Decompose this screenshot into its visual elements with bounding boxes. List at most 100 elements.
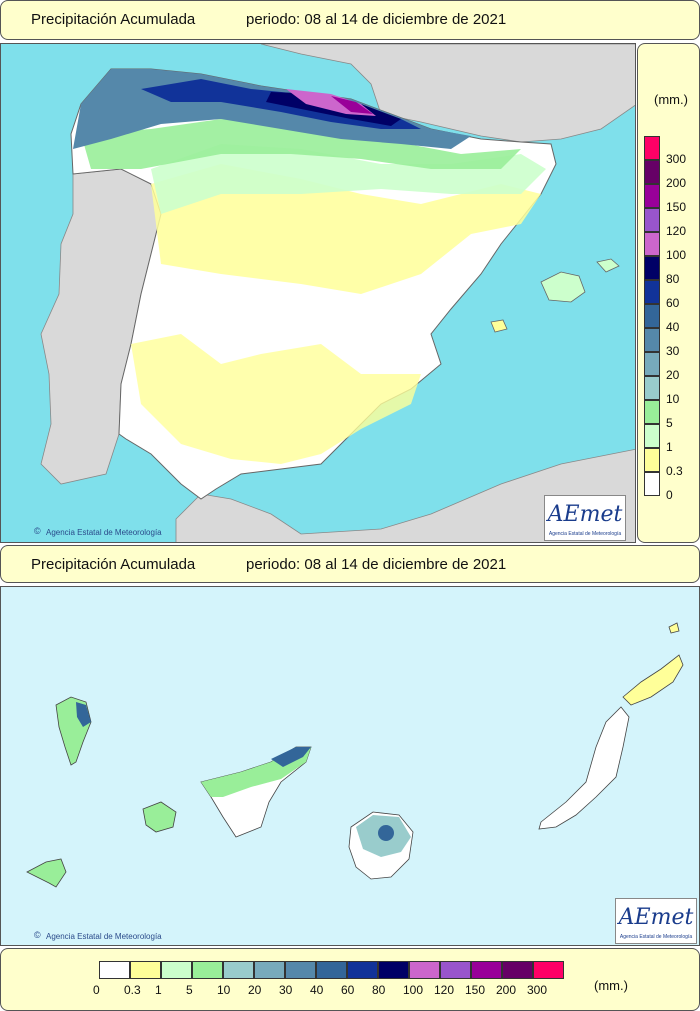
vertical-legend-label: 20 (666, 368, 680, 382)
vertical-legend-swatch (644, 472, 660, 496)
horizontal-legend-label: 120 (434, 983, 455, 997)
vertical-legend-swatch (644, 376, 660, 400)
vertical-legend-swatch (644, 352, 660, 376)
vertical-legend-swatch (644, 256, 660, 280)
bottom-map-title: Precipitación Acumulada (31, 556, 196, 573)
canarias-map: © Agencia Estatal de Meteorología AEmet … (0, 586, 700, 946)
vertical-legend-label: 60 (666, 296, 680, 310)
vertical-legend-label: 150 (666, 200, 687, 214)
horizontal-legend-label: 40 (310, 983, 324, 997)
rain-zone-0-3mm (151, 164, 541, 294)
peninsula-map-graphic (1, 44, 635, 542)
horizontal-legend-swatch (192, 961, 223, 979)
vertical-legend-swatch (644, 232, 660, 256)
horizontal-legend-swatch (440, 961, 471, 979)
horizontal-legend-label: 200 (496, 983, 517, 997)
horizontal-legend-label: 60 (341, 983, 355, 997)
vertical-legend-swatch (644, 304, 660, 328)
vertical-legend-label: 0 (666, 488, 673, 502)
horizontal-legend-label: 300 (527, 983, 548, 997)
la-palma-rain-high (76, 702, 91, 727)
horizontal-legend-label: 150 (465, 983, 486, 997)
horizontal-legend-swatch (161, 961, 192, 979)
vertical-legend-panel: (mm.) 300 200 150 120 100 80 60 40 30 20 10 5 1 0.3 0 (637, 43, 700, 543)
horizontal-legend-swatch (533, 961, 564, 979)
rain-zone-5mm (81, 119, 521, 169)
horizontal-legend-swatch (409, 961, 440, 979)
horizontal-legend-swatch (378, 961, 409, 979)
vertical-legend-label: 40 (666, 320, 680, 334)
menorca-island (596, 258, 620, 273)
la-graciosa-island (668, 622, 680, 634)
vertical-legend-swatch (644, 400, 660, 424)
rain-zone-1mm (151, 144, 546, 214)
horizontal-legend-label: 10 (217, 983, 231, 997)
atlantic-sea (1, 587, 699, 945)
vertical-legend-units: (mm.) (654, 92, 688, 107)
bottom-credit-icon: © (34, 930, 41, 940)
horizontal-legend-label: 5 (186, 983, 193, 997)
top-credit-icon: © (34, 526, 41, 536)
top-logo-sub: Agencia Estatal de Meteorología (548, 531, 622, 537)
vertical-legend-label: 120 (666, 224, 687, 238)
vertical-legend-label: 0.3 (666, 464, 683, 478)
bottom-map-period: periodo: 08 al 14 de diciembre de 2021 (246, 556, 507, 573)
el-hierro-island (26, 858, 67, 888)
horizontal-legend-swatch (502, 961, 533, 979)
ibiza-island (490, 319, 508, 333)
rain-zone-0-3mm-south (131, 334, 421, 464)
top-aemet-logo: AEmet Agencia Estatal de Meteorología (544, 495, 626, 541)
horizontal-legend-swatch (347, 961, 378, 979)
vertical-legend-label: 30 (666, 344, 680, 358)
rain-zone-150mm (331, 96, 373, 114)
peninsula-map: © Agencia Estatal de Meteorología AEmet … (0, 43, 636, 543)
horizontal-legend-swatch (471, 961, 502, 979)
africa-land (175, 448, 635, 542)
horizontal-legend-label: 80 (372, 983, 386, 997)
horizontal-legend-swatch (223, 961, 254, 979)
vertical-legend-swatch (644, 184, 660, 208)
vertical-legend-label: 100 (666, 248, 687, 262)
vertical-legend-label: 300 (666, 152, 687, 166)
horizontal-legend-scale: 0 0.3 1 5 10 20 30 40 60 80 100 120 150 200 300 (86, 959, 576, 1001)
horizontal-legend-panel: 0 0.3 1 5 10 20 30 40 60 80 100 120 150 200 300 (mm.) (0, 948, 700, 1011)
vertical-legend-label: 5 (666, 416, 673, 430)
top-map-title: Precipitación Acumulada (31, 11, 196, 28)
bottom-title-bar: Precipitación Acumulada periodo: 08 al 1… (0, 545, 700, 583)
top-map-period: periodo: 08 al 14 de diciembre de 2021 (246, 11, 507, 28)
tenerife-rain-high (271, 747, 311, 767)
horizontal-legend-label: 20 (248, 983, 262, 997)
mallorca-island (540, 271, 586, 303)
horizontal-legend-label: 30 (279, 983, 293, 997)
vertical-legend-swatch (644, 448, 660, 472)
canarias-map-graphic (1, 587, 699, 945)
horizontal-legend-swatch (254, 961, 285, 979)
vertical-legend-swatch (644, 424, 660, 448)
bottom-logo-text: AEmet (618, 905, 694, 930)
gran-canaria-rain-high (378, 825, 394, 841)
fuerteventura-island (538, 706, 630, 830)
vertical-legend-swatch (644, 160, 660, 184)
horizontal-legend-swatch (99, 961, 130, 979)
bottom-aemet-logo: AEmet Agencia Estatal de Meteorología (615, 898, 697, 944)
top-logo-text: AEmet (547, 502, 623, 527)
horizontal-legend-units: (mm.) (594, 978, 628, 993)
lanzarote-island (622, 654, 684, 706)
vertical-legend-swatch (644, 208, 660, 232)
vertical-legend-swatch (644, 328, 660, 352)
top-title-bar: Precipitación Acumulada periodo: 08 al 1… (0, 0, 700, 40)
vertical-legend-swatch (644, 280, 660, 304)
vertical-legend-scale: 300 200 150 120 100 80 60 40 30 20 10 5 1 0.3 0 (642, 136, 698, 502)
bottom-logo-sub: Agencia Estatal de Meteorología (619, 934, 693, 940)
la-gomera-island (142, 801, 177, 833)
horizontal-legend-label: 0.3 (124, 983, 141, 997)
horizontal-legend-swatch (130, 961, 161, 979)
vertical-legend-swatch (644, 136, 660, 160)
vertical-legend-label: 10 (666, 392, 680, 406)
horizontal-legend-label: 100 (403, 983, 424, 997)
horizontal-legend-label: 1 (155, 983, 162, 997)
horizontal-legend-label: 0 (93, 983, 100, 997)
bottom-credit: Agencia Estatal de Meteorología (46, 932, 162, 941)
top-credit: Agencia Estatal de Meteorología (46, 528, 162, 537)
vertical-legend-label: 200 (666, 176, 687, 190)
